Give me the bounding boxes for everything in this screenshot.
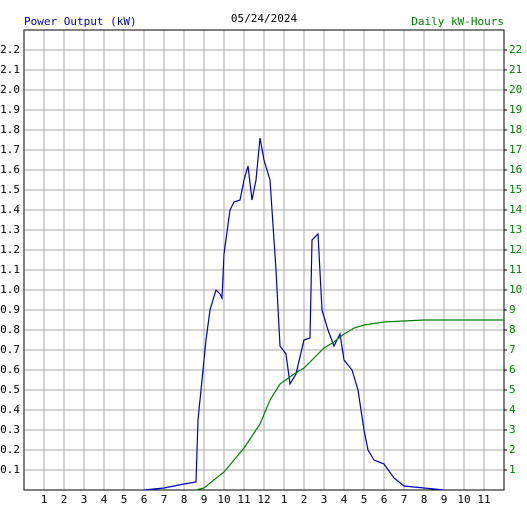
y2-tick-label: 8 — [509, 323, 516, 336]
y-tick-label: 1.9 — [0, 103, 20, 116]
y2-tick-label: 18 — [509, 123, 522, 136]
x-tick-label: 2 — [301, 493, 308, 506]
y2-tick-label: 17 — [509, 143, 522, 156]
y-tick-label: 1.5 — [0, 183, 20, 196]
y-tick-label: 0.1 — [0, 463, 20, 476]
y-tick-label: 2.1 — [0, 63, 20, 76]
y-tick-label: 1.7 — [0, 143, 20, 156]
x-tick-label: 3 — [321, 493, 328, 506]
x-tick-label: 3 — [81, 493, 88, 506]
x-tick-label: 5 — [361, 493, 368, 506]
x-tick-label: 10 — [457, 493, 470, 506]
x-tick-label: 11 — [477, 493, 490, 506]
y-tick-label: 1.8 — [0, 123, 20, 136]
y-axis-label: Power Output (kW) — [24, 15, 137, 28]
y2-tick-label: 12 — [509, 243, 522, 256]
y2-tick-label: 22 — [509, 43, 522, 56]
y-tick-label: 0.4 — [0, 403, 20, 416]
y2-tick-label: 19 — [509, 103, 522, 116]
y-tick-label: 1.1 — [0, 263, 20, 276]
x-tick-label: 4 — [341, 493, 348, 506]
y-tick-label: 1.2 — [0, 243, 20, 256]
y-tick-label: 1.6 — [0, 163, 20, 176]
y-tick-label: 0.9 — [0, 303, 20, 316]
x-tick-label: 4 — [101, 493, 108, 506]
y2-tick-label: 2 — [509, 443, 516, 456]
y-tick-label: 0.5 — [0, 383, 20, 396]
y2-tick-label: 4 — [509, 403, 516, 416]
x-tick-label: 10 — [217, 493, 230, 506]
y2-tick-label: 14 — [509, 203, 523, 216]
y2-tick-label: 10 — [509, 283, 522, 296]
y2-tick-label: 11 — [509, 263, 522, 276]
y2-tick-label: 13 — [509, 223, 522, 236]
y-tick-label: 0.6 — [0, 363, 20, 376]
data-line — [143, 137, 445, 491]
y2-tick-label: 7 — [509, 343, 516, 356]
data-line — [195, 319, 504, 491]
x-tick-label: 6 — [381, 493, 388, 506]
y-tick-label: 2.0 — [0, 83, 20, 96]
x-tick-label: 1 — [41, 493, 48, 506]
y2-tick-label: 1 — [509, 463, 516, 476]
x-tick-label: 7 — [401, 493, 408, 506]
y2-tick-label: 21 — [509, 63, 522, 76]
y-tick-label: 0.8 — [0, 323, 20, 336]
y-tick-label: 0.7 — [0, 343, 20, 356]
y-tick-label: 1.3 — [0, 223, 20, 236]
y2-tick-label: 5 — [509, 383, 516, 396]
x-tick-label: 5 — [121, 493, 128, 506]
x-tick-label: 8 — [181, 493, 188, 506]
y-tick-label: 2.2 — [0, 43, 20, 56]
y2-tick-label: 9 — [509, 303, 516, 316]
y2-tick-label: 3 — [509, 423, 516, 436]
plot-border — [23, 29, 505, 491]
y2-axis-label: Daily kW-Hours — [411, 15, 504, 28]
x-tick-label: 8 — [421, 493, 428, 506]
y2-tick-label: 16 — [509, 163, 522, 176]
x-tick-label: 7 — [161, 493, 168, 506]
y2-tick-label: 15 — [509, 183, 522, 196]
y-tick-label: 1.0 — [0, 283, 20, 296]
y2-tick-label: 20 — [509, 83, 522, 96]
x-tick-label: 2 — [61, 493, 68, 506]
y-tick-label: 1.4 — [0, 203, 20, 216]
x-tick-label: 12 — [257, 493, 270, 506]
x-tick-label: 11 — [237, 493, 250, 506]
x-tick-label: 1 — [281, 493, 288, 506]
x-tick-label: 9 — [201, 493, 208, 506]
chart-title: 05/24/2024 — [231, 12, 298, 25]
y-tick-label: 0.3 — [0, 423, 20, 436]
y2-tick-label: 6 — [509, 363, 516, 376]
x-tick-label: 6 — [141, 493, 148, 506]
x-tick-label: 9 — [441, 493, 448, 506]
y-tick-label: 0.2 — [0, 443, 20, 456]
